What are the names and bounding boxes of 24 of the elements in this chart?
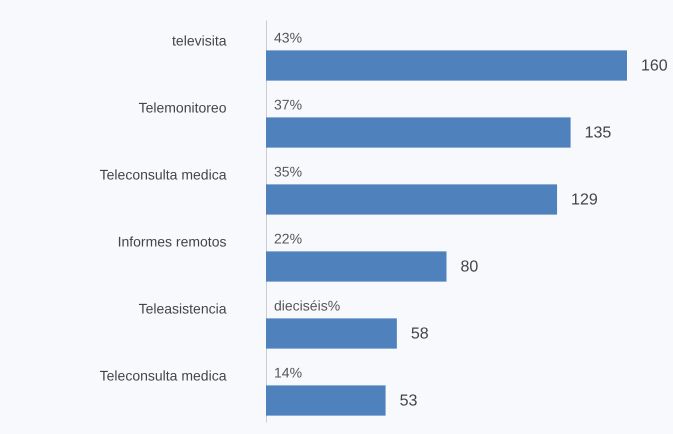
annotation: 43%: [274, 30, 302, 46]
bar: [266, 117, 571, 148]
bar: [266, 50, 627, 81]
data-label: 129: [571, 192, 598, 208]
bar: [266, 251, 446, 282]
annotation: 37%: [274, 96, 302, 112]
y-tick-label: Teleconsulta medica: [100, 166, 227, 182]
y-tick-label: televisita: [172, 32, 227, 48]
bar: [266, 385, 386, 416]
data-label: 160: [641, 58, 668, 74]
data-label: 53: [400, 392, 418, 410]
annotation: dieciséis%: [274, 298, 340, 314]
bar: [266, 184, 558, 215]
annotation: 35%: [274, 164, 302, 180]
data-label: 135: [584, 124, 612, 142]
data-label: 80: [460, 258, 478, 276]
y-tick-label: Teleasistencia: [138, 300, 227, 316]
y-tick-label: Informes remotos: [118, 234, 226, 250]
data-label: 58: [410, 326, 429, 342]
y-tick-label: Teleconsulta medica: [100, 368, 227, 384]
annotation: 14%: [274, 364, 302, 380]
bar: [266, 318, 397, 349]
annotation: 22%: [274, 230, 302, 246]
y-tick-label: Telemonitoreo: [138, 100, 227, 116]
